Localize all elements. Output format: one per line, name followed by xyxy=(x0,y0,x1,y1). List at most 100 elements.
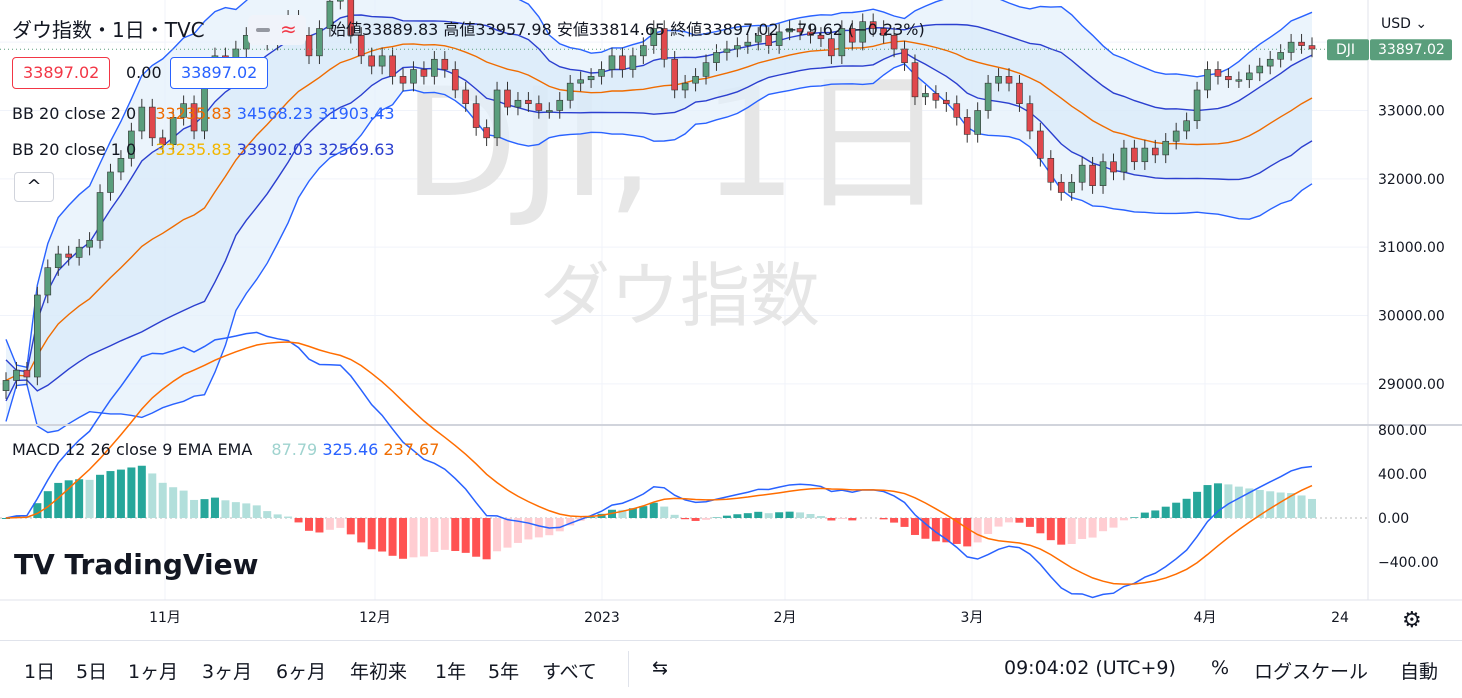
macd-hist-bar xyxy=(1214,483,1222,518)
candle-body xyxy=(1267,59,1273,66)
percent-scale-button[interactable]: % xyxy=(1211,657,1229,679)
macd-hist-bar xyxy=(901,518,909,527)
candle-body xyxy=(34,295,40,377)
macd-hist-bar xyxy=(1089,518,1097,538)
bb2-label: BB 20 close 1 0 xyxy=(12,140,136,159)
macd-hist-bar xyxy=(106,471,114,518)
macd-hist-bar xyxy=(472,518,480,557)
macd-hist-bar xyxy=(211,498,219,518)
candle-body xyxy=(390,56,396,76)
bb2-lower: 32569.63 xyxy=(318,140,394,159)
candle-body xyxy=(609,56,615,70)
candle-body xyxy=(525,100,531,103)
log-scale-button[interactable]: ログスケール xyxy=(1254,657,1368,684)
macd-hist-bar xyxy=(1078,518,1086,539)
macd-hist-bar xyxy=(1224,484,1232,518)
macd-hist-bar xyxy=(733,514,741,518)
wave-icon: ≈ xyxy=(280,17,297,41)
timeframe-7[interactable]: 5年 xyxy=(488,657,519,684)
bb1-legend[interactable]: BB 20 close 2 0 33235.83 34568.23 31903.… xyxy=(12,104,395,123)
macd-legend[interactable]: MACD 12 26 close 9 EMA EMA 87.79 325.46 … xyxy=(12,440,439,459)
macd-signal-value: 237.67 xyxy=(383,440,439,459)
timeframe-6[interactable]: 1年 xyxy=(435,657,466,684)
macd-hist-bar xyxy=(535,518,543,537)
candle-body xyxy=(118,158,124,172)
macd-hist-bar xyxy=(660,507,668,518)
macd-hist-bar xyxy=(1026,518,1034,527)
timeframe-2[interactable]: 1ヶ月 xyxy=(128,657,178,684)
candle-body xyxy=(1173,131,1179,141)
bb2-legend[interactable]: BB 20 close 1 0 33235.83 33902.03 32569.… xyxy=(12,140,395,159)
candle-body xyxy=(734,46,740,49)
candle-body xyxy=(1225,76,1231,79)
macd-hist-bar xyxy=(744,513,752,518)
macd-tick: −400.00 xyxy=(1378,555,1439,571)
candle-body xyxy=(3,380,9,390)
sell-price-chip[interactable]: 33897.02 xyxy=(12,57,110,89)
candle-body xyxy=(515,100,521,107)
candle-body xyxy=(1131,148,1137,162)
candle-body xyxy=(912,63,918,97)
macd-hist-bar xyxy=(253,505,261,518)
chevron-up-icon: ^ xyxy=(26,176,41,197)
macd-hist-bar xyxy=(827,518,835,520)
settings-icon: ⚙ xyxy=(1402,608,1422,633)
macd-hist-bar xyxy=(817,516,825,518)
bb1-basis: 33235.83 xyxy=(155,104,231,123)
candle-body xyxy=(379,56,385,66)
candle-body xyxy=(599,70,605,77)
macd-label: MACD 12 26 close 9 EMA EMA xyxy=(12,440,252,459)
price-tick: 29000.00 xyxy=(1378,377,1445,393)
auto-scale-button[interactable]: 自動 xyxy=(1400,657,1438,684)
timeframe-3[interactable]: 3ヶ月 xyxy=(202,657,252,684)
macd-hist-bar xyxy=(190,500,198,518)
macd-hist-bar xyxy=(336,518,344,528)
time-label: 24 xyxy=(1331,610,1349,626)
time-label: 2月 xyxy=(774,610,797,626)
candle-body xyxy=(557,100,563,110)
candle-body xyxy=(66,254,72,257)
candle-body xyxy=(745,42,751,45)
timeframe-8[interactable]: すべて xyxy=(542,657,597,684)
macd-hist-bar xyxy=(545,518,553,535)
macd-hist-bar xyxy=(754,512,762,518)
macd-hist-bar xyxy=(911,518,919,535)
macd-hist-bar xyxy=(1193,492,1201,518)
clock[interactable]: 09:04:02 (UTC+9) xyxy=(1004,657,1176,679)
compare-toggle[interactable]: ≈ xyxy=(248,15,306,45)
candle-body xyxy=(410,70,416,84)
macd-hist-bar xyxy=(1120,518,1128,520)
time-label: 4月 xyxy=(1194,610,1217,626)
collapse-legend-button[interactable]: ^ xyxy=(14,172,54,202)
macd-hist-bar xyxy=(326,518,334,530)
time-label: 12月 xyxy=(359,610,391,626)
timeframe-1[interactable]: 5日 xyxy=(76,657,107,684)
candle-body xyxy=(107,172,113,193)
macd-hist-bar xyxy=(524,518,532,539)
macd-hist-bar xyxy=(33,503,41,518)
macd-hist-bar xyxy=(786,512,794,518)
timeframe-0[interactable]: 1日 xyxy=(24,657,55,684)
macd-hist-bar xyxy=(1015,518,1023,523)
symbol-title[interactable]: ダウ指数・1日・TVC xyxy=(12,14,205,43)
goto-date-icon[interactable]: ⇆ xyxy=(652,657,668,679)
candle-body xyxy=(1027,104,1033,131)
candle-body xyxy=(369,56,375,66)
timeframe-4[interactable]: 6ヶ月 xyxy=(276,657,326,684)
bb1-lower: 31903.43 xyxy=(318,104,394,123)
candle-body xyxy=(630,56,636,70)
candle-body xyxy=(1246,73,1252,80)
macd-tick: 0.00 xyxy=(1378,511,1409,527)
macd-hist-bar xyxy=(692,518,700,521)
macd-hist-bar xyxy=(1141,513,1149,518)
candle-body xyxy=(1048,158,1054,182)
macd-hist-bar xyxy=(1277,492,1285,518)
bb2-basis: 33235.83 xyxy=(155,140,231,159)
candle-body xyxy=(505,90,511,107)
timeframe-5[interactable]: 年初来 xyxy=(350,657,407,684)
tradingview-logo[interactable]: TV TradingView xyxy=(14,548,259,581)
price-tick: 31000.00 xyxy=(1378,240,1445,256)
buy-price-chip[interactable]: 33897.02 xyxy=(170,57,268,89)
macd-hist-bar xyxy=(1204,485,1212,518)
